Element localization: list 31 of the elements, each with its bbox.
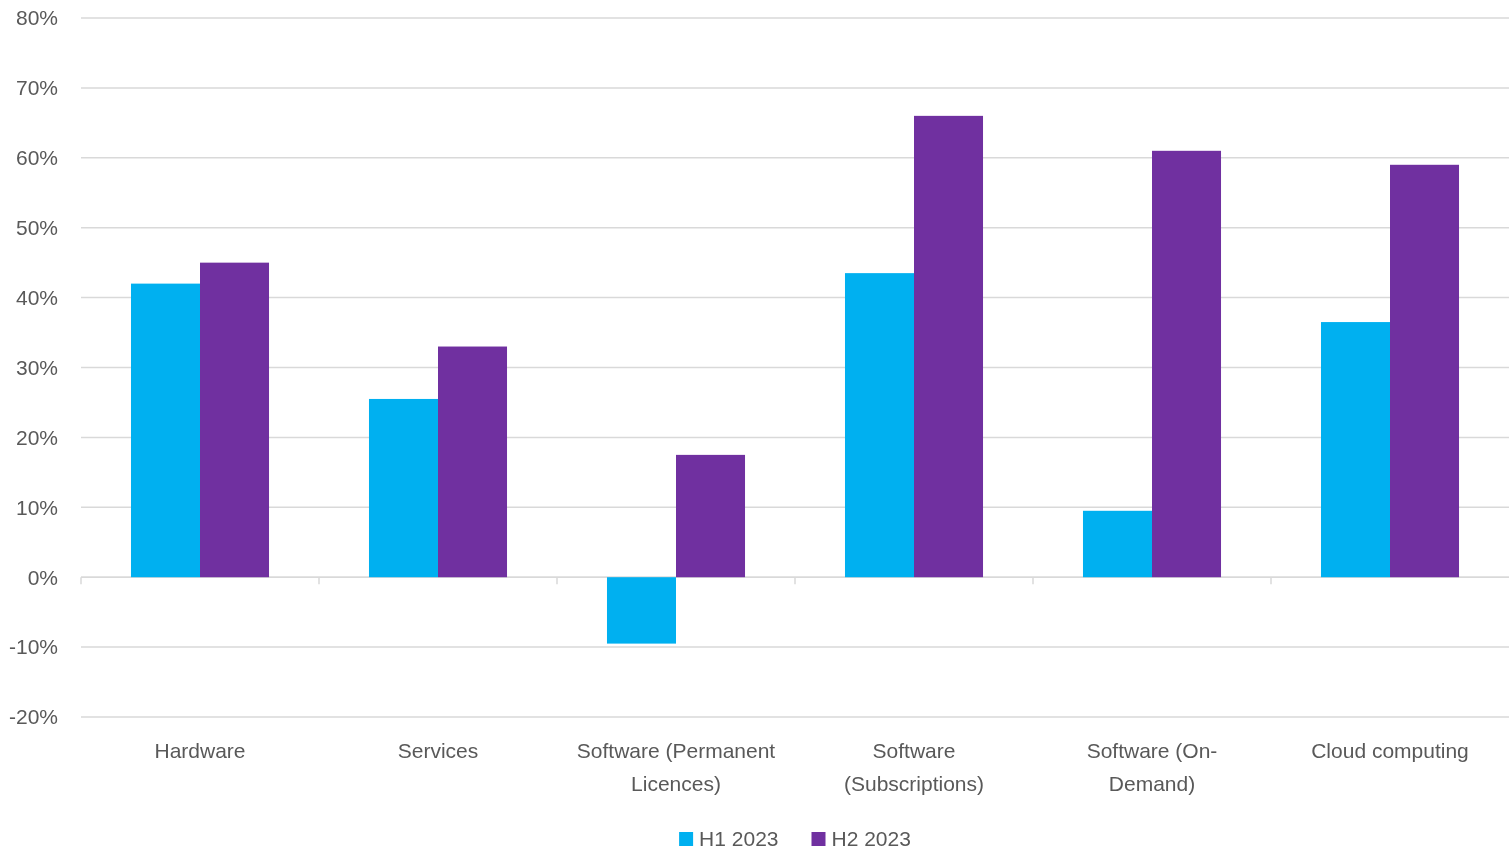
y-tick-label: 20% xyxy=(15,425,58,449)
y-tick-label: 60% xyxy=(15,146,58,170)
y-tick-label: -10% xyxy=(8,635,58,659)
y-tick-label: 70% xyxy=(15,76,58,100)
x-tick-label: Services xyxy=(397,739,479,762)
y-tick-label: 80% xyxy=(15,6,58,30)
bar xyxy=(914,115,984,578)
x-tick-label: Software (Subscriptions) xyxy=(843,739,985,795)
bar xyxy=(1082,510,1152,578)
bar xyxy=(438,346,508,578)
bar xyxy=(1152,150,1222,578)
y-tick-label: 40% xyxy=(15,285,58,309)
y-tick-label: -20% xyxy=(8,705,58,729)
y-tick-label: 10% xyxy=(15,495,58,519)
bar xyxy=(130,283,200,578)
bar xyxy=(1390,164,1460,578)
bar xyxy=(1320,322,1390,578)
legend-label: H1 2023 xyxy=(699,827,779,850)
legend-label: H2 2023 xyxy=(831,827,911,850)
bar xyxy=(606,577,676,644)
bar xyxy=(844,273,914,578)
y-tick-label: 50% xyxy=(15,216,58,240)
y-tick-label: 30% xyxy=(15,355,58,379)
x-tick-label: Cloud computing xyxy=(1311,739,1469,762)
x-tick-label: Software (Permanent Licences) xyxy=(576,739,776,795)
bar xyxy=(368,398,438,578)
bar xyxy=(676,454,746,578)
x-tick-label: Software (On-Demand) xyxy=(1086,739,1218,795)
x-tick-label: Hardware xyxy=(154,739,246,762)
bar xyxy=(200,262,270,578)
y-tick-label: 0% xyxy=(27,565,58,589)
